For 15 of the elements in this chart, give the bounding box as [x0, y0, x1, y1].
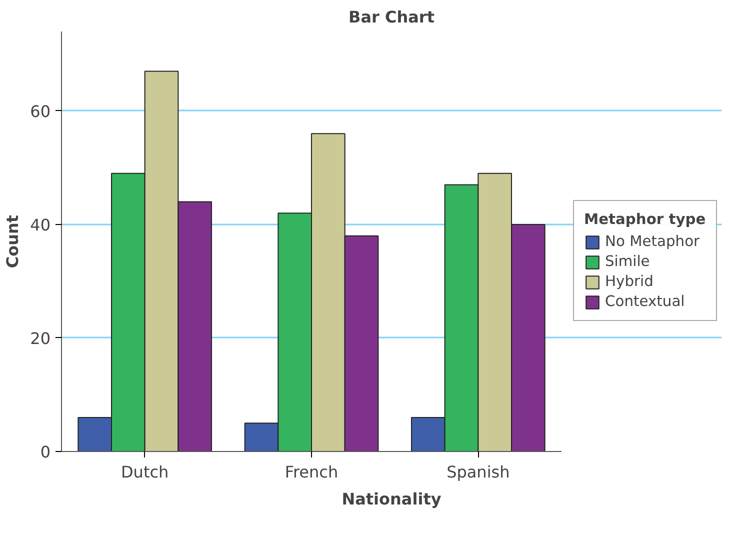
- y-axis-title: Count: [3, 214, 22, 268]
- x-tick-label: Spanish: [446, 462, 510, 482]
- legend-label: Simile: [605, 253, 650, 270]
- chart-title: Bar Chart: [348, 8, 435, 26]
- x-axis-title: Nationality: [342, 490, 442, 508]
- y-tick-label: 0: [40, 442, 51, 462]
- x-tick-label: Dutch: [120, 462, 169, 482]
- y-tick-label: 60: [30, 102, 50, 121]
- y-tick-label: 20: [30, 328, 50, 348]
- x-tick-label: French: [284, 462, 338, 482]
- legend-title: Metaphor type: [584, 211, 706, 228]
- legend-label: No Metaphor: [605, 233, 700, 250]
- legend-label: Contextual: [605, 293, 685, 310]
- y-tick-label: 40: [30, 215, 50, 234]
- legend-label: Hybrid: [605, 273, 654, 290]
